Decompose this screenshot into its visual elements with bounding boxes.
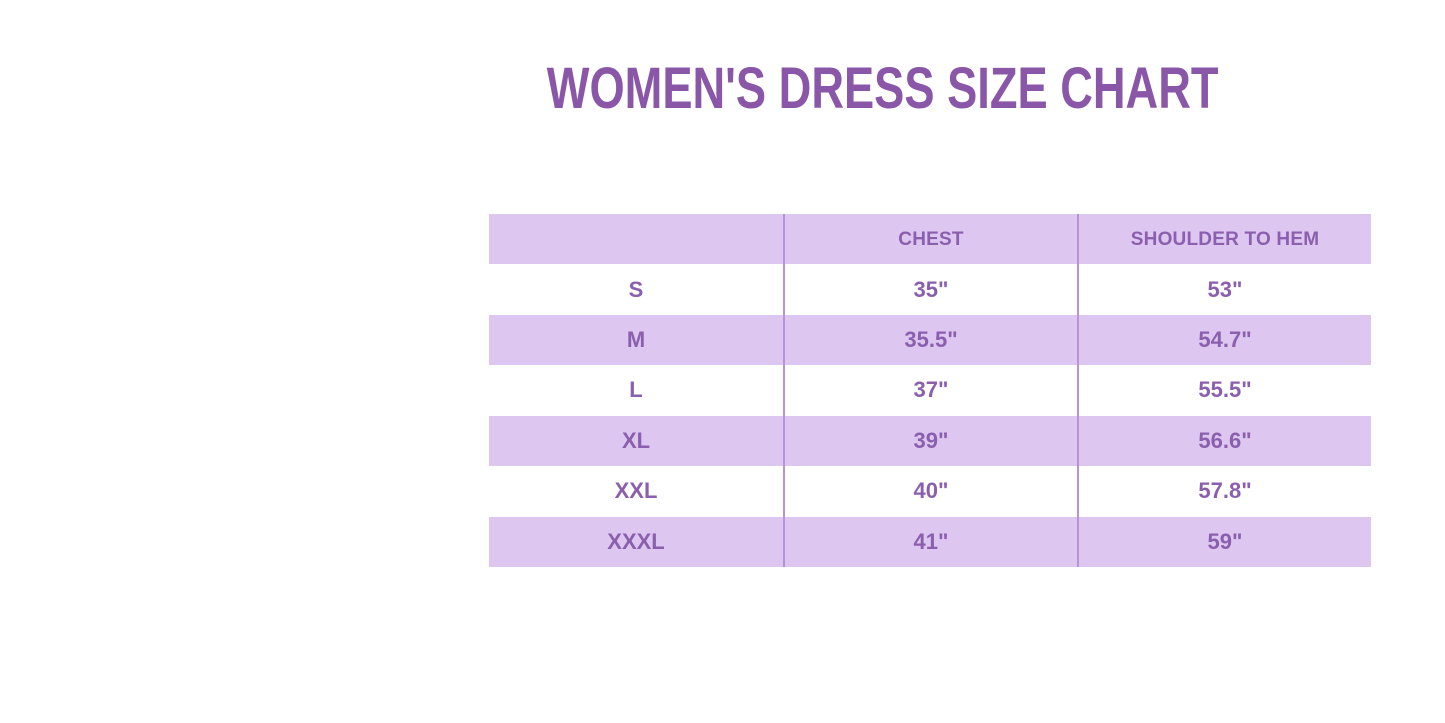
shoulder-to-hem-cell: 53": [1077, 264, 1371, 315]
chest-cell: 35": [783, 264, 1077, 315]
chest-cell: 37": [783, 365, 1077, 416]
table-row-xxxl: XXXL 41" 59": [489, 516, 1371, 567]
chest-cell: 39": [783, 415, 1077, 467]
size-chart-table: CHEST SHOULDER TO HEM S 35" 53" M 35.5" …: [489, 214, 1371, 567]
table-row-xxl: XXL 40" 57.8": [489, 466, 1371, 517]
chest-cell: 40": [783, 466, 1077, 517]
size-cell: M: [626, 327, 646, 353]
size-cell: S: [628, 276, 644, 302]
page-title-text: WOMEN'S DRESS SIZE CHART: [547, 56, 1219, 121]
size-cell: XL: [621, 427, 651, 453]
table-row-l: L 37" 55.5": [489, 365, 1371, 416]
table-row-s: S 35" 53": [489, 264, 1371, 315]
table-header-row: CHEST SHOULDER TO HEM: [489, 214, 1371, 265]
size-cell: XXXL: [607, 528, 665, 554]
column-header-size: [489, 214, 783, 264]
chest-cell: 41": [783, 516, 1077, 567]
chest-cell: 35.5": [783, 314, 1077, 366]
shoulder-to-hem-cell: 54.7": [1077, 314, 1371, 366]
table-row-xl: XL 39" 56.6": [489, 415, 1371, 467]
column-header-shoulder-to-hem: SHOULDER TO HEM: [1077, 214, 1371, 265]
shoulder-to-hem-cell: 59": [1077, 516, 1371, 567]
shoulder-to-hem-cell: 55.5": [1077, 365, 1371, 416]
shoulder-to-hem-cell: 56.6": [1077, 415, 1371, 467]
size-cell: XXL: [614, 478, 658, 504]
page-title: WOMEN'S DRESS SIZE CHART: [445, 60, 1321, 118]
shoulder-to-hem-cell: 57.8": [1077, 466, 1371, 517]
column-header-chest: CHEST: [783, 214, 1077, 265]
size-cell: L: [629, 377, 643, 403]
table-row-m: M 35.5" 54.7": [489, 314, 1371, 366]
